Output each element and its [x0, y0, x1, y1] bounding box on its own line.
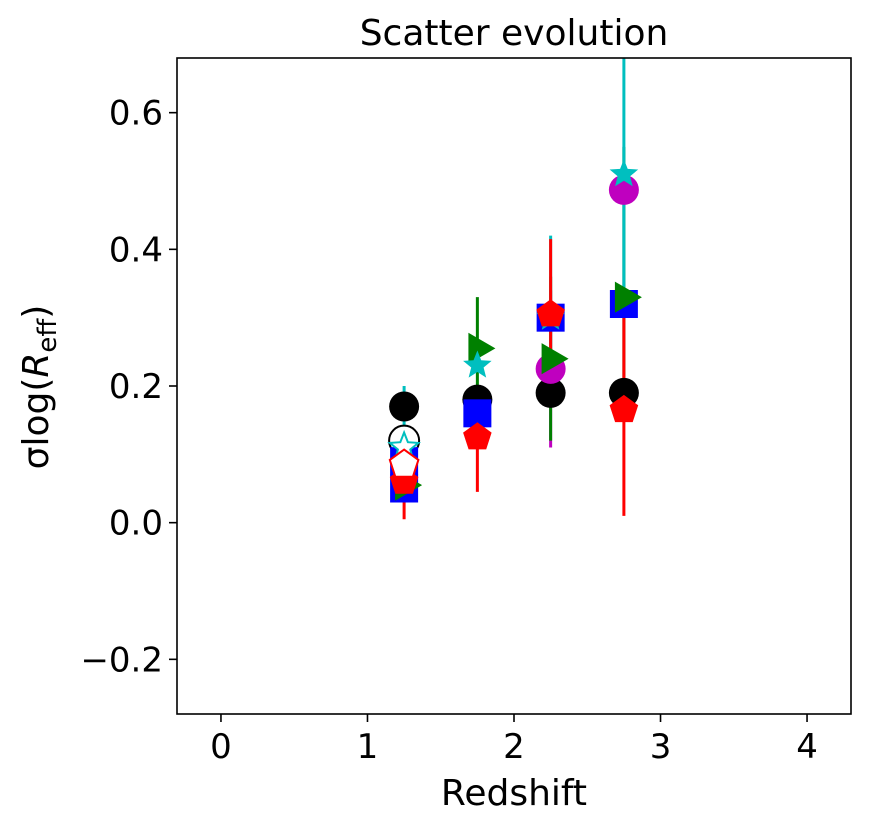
pentagon-marker [609, 394, 639, 423]
pentagon-marker [463, 422, 492, 450]
star-marker [463, 350, 492, 378]
y-axis-label: σlog(Reff) [16, 305, 63, 470]
x-tick-label: 4 [796, 727, 818, 767]
triangle-marker [468, 332, 496, 364]
y-tick-label: 0.6 [109, 94, 163, 134]
x-axis-label: Redshift [441, 773, 587, 814]
x-tick-label: 0 [210, 727, 232, 767]
y-tick-label: −0.2 [80, 640, 163, 680]
axis-ticks: 0 1 2 3 4 −0.2 0.0 0.2 0.4 0.6 [80, 94, 817, 767]
y-axis-label-variable: R [16, 353, 57, 378]
chart-title: Scatter evolution [360, 13, 669, 54]
circle-marker [389, 391, 420, 422]
y-axis-label-suffix: ) [16, 305, 57, 319]
data-markers [387, 159, 642, 503]
triangle-marker [541, 343, 569, 375]
x-tick-label: 3 [650, 727, 672, 767]
y-tick-label: 0.0 [109, 504, 163, 544]
circle-marker [535, 377, 566, 408]
y-tick-label: 0.4 [109, 230, 163, 270]
pentagon-marker [536, 299, 565, 327]
y-tick-label: 0.2 [109, 367, 163, 407]
plot-frame [176, 57, 852, 715]
triangle-marker [614, 281, 642, 313]
pentagon-marker [388, 448, 420, 478]
star-marker [609, 159, 639, 187]
x-tick-label: 2 [503, 727, 525, 767]
x-tick-label: 1 [357, 727, 379, 767]
error-bars [402, 58, 626, 520]
circle-marker [608, 377, 639, 408]
y-axis-label-subscript: eff [33, 318, 63, 353]
y-axis-label-prefix: σlog( [16, 378, 57, 470]
